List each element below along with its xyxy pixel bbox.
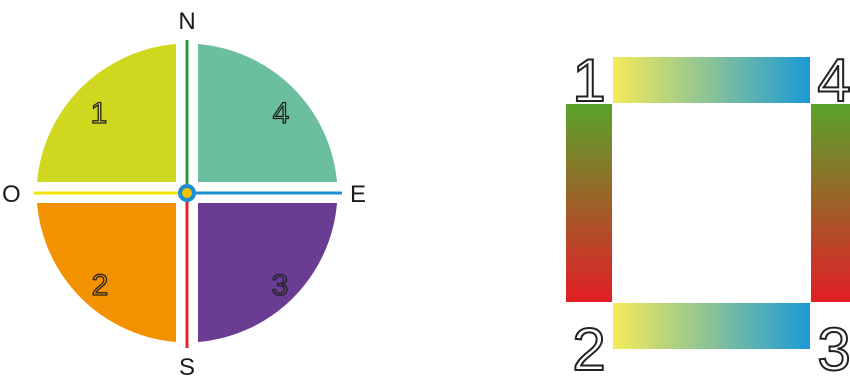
quadrant-2-label: 2 [92,269,109,302]
quadrant-se [198,203,337,342]
top-gradient-bar [613,57,810,103]
quadrant-nw [37,44,176,182]
left-gradient-bar [566,104,612,302]
center-dot [182,188,192,198]
quadrant-4-label: 4 [273,97,290,130]
quadrant-1-label: 1 [91,97,108,130]
compass-diagram: 1 4 2 3 N S E O [2,8,366,378]
north-label: N [178,8,195,35]
right-gradient-bar [811,104,850,302]
south-label: S [179,354,195,378]
corner-label-bottom-left: 2 [572,316,605,378]
quadrant-ne [198,44,337,182]
quadrant-3-label: 3 [272,269,289,302]
east-label: E [350,181,366,208]
west-label: O [2,181,21,208]
corner-label-top-right: 4 [817,47,850,114]
corner-label-bottom-right: 3 [817,316,850,378]
bottom-gradient-bar [613,303,810,349]
quadrant-sw [37,203,176,342]
gradient-square-diagram: 1 4 2 3 [566,46,850,378]
corner-label-top-left: 1 [572,47,605,114]
